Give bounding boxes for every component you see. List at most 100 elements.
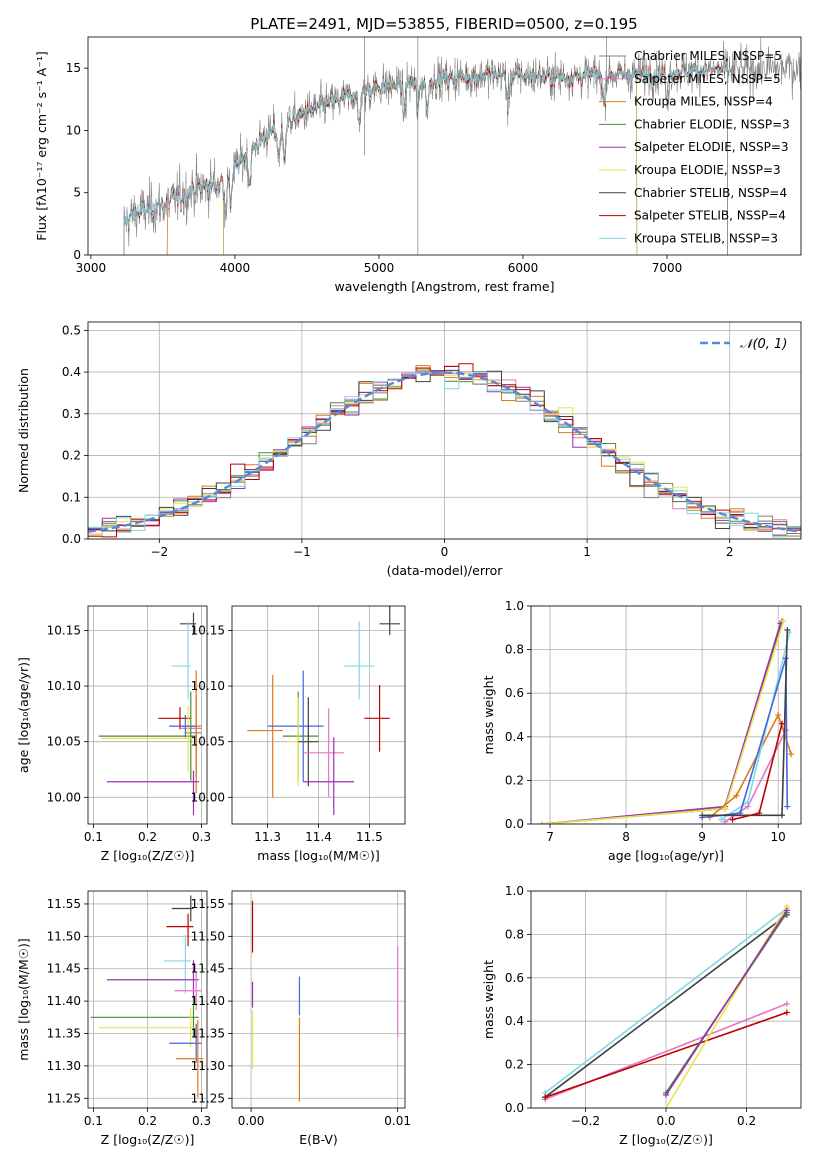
x-tick-label: 0.2 [138,830,157,844]
x-axis-label: (data-model)/error [387,563,504,578]
x-tick-label: 11.5 [356,830,383,844]
y-tick-label: 10.10 [191,679,225,693]
y-tick-label: 0.5 [62,323,81,337]
x-axis-label: Z [log₁₀(Z/Z☉)] [619,1132,713,1147]
y-axis-label: mass weight [481,960,496,1039]
mw-line-salpeter-stelib [732,723,783,821]
y-tick-label: 10.15 [47,623,81,637]
y-tick-label: 11.30 [47,1059,81,1073]
plot-area [542,903,790,1108]
x-tick-label: 11.4 [305,830,332,844]
y-tick-label: 11.25 [191,1091,225,1105]
legend-label: Salpeter ELODIE, NSSP=3 [634,140,789,154]
x-tick-label: 0.1 [84,1114,103,1128]
y-tick-label: 0 [73,248,81,262]
axes-frame [87,36,802,256]
y-tick-label: 11.30 [191,1059,225,1073]
mw-line-kroupa-stelib [544,907,788,1094]
y-tick-label: 10.15 [191,623,225,637]
axes-mass_weight_vs_Z: −0.2 0.0 0.2 0.0 0.2 0.4 0.6 0.8 1.0 Z [log₁₀(Z/Z… [481,884,802,1147]
x-tick-label: 1 [583,545,591,559]
x-tick-label: 0.2 [138,1114,157,1128]
y-tick-label: 0.4 [505,730,524,744]
plot-area [247,606,400,816]
x-tick-label: 7000 [652,261,683,275]
legend-label: Salpeter STELIB, NSSP=4 [634,209,786,223]
y-tick-label: 11.35 [191,1027,225,1041]
y-tick-label: 11.35 [47,1027,81,1041]
y-axis-label: Flux [fλ10⁻¹⁷ erg cm⁻² s⁻¹ A⁻¹] [34,51,49,240]
x-tick-label: 0.00 [238,1114,265,1128]
legend-label: Chabrier MILES, NSSP=5 [634,49,782,63]
plot-area [98,612,202,816]
mw-line-kroupa-elodie [542,621,785,824]
y-tick-label: 0.8 [505,643,524,657]
y-axis-label: age [log₁₀(age/yr)] [16,657,31,773]
x-tick-label: 4000 [220,261,251,275]
y-tick-label: 10 [66,123,81,137]
y-tick-label: 1.0 [505,599,524,613]
axes-frame [231,890,406,1109]
axes-age_vs_mass: 11.3 11.4 11.5 10.00 10.05 10.10 10.15 mass [lo… [191,605,406,863]
y-tick-label: 11.40 [191,994,225,1008]
mw-line-salpeter-elodie [665,910,788,1096]
y-tick-label: 11.45 [47,962,81,976]
legend-label: Chabrier ELODIE, NSSP=3 [634,117,790,131]
x-axis-label: mass [log₁₀(M/M☉)] [257,848,379,863]
x-tick-label: 2 [726,545,734,559]
y-tick-label: 11.50 [191,929,225,943]
y-tick-label: 1.0 [505,884,524,898]
y-tick-label: 5 [73,186,81,200]
x-tick-label: 10 [771,830,786,844]
x-axis-label: age [log₁₀(age/yr)] [608,848,724,863]
x-tick-label: 0.1 [84,830,103,844]
y-tick-label: 11.55 [191,897,225,911]
y-tick-label: 0.0 [62,532,81,546]
spectrum-legend: Chabrier MILES, NSSP=5 Salpeter MILES, NS… [599,49,790,245]
y-tick-label: 10.05 [191,735,225,749]
x-axis-label: E(B-V) [299,1132,338,1147]
plot-area [88,363,801,539]
x-tick-label: 0 [441,545,449,559]
x-tick-label: 3000 [76,261,107,275]
y-tick-label: 0.4 [505,1014,524,1028]
y-tick-label: 0.6 [505,971,524,985]
axes-frame [87,890,208,1109]
y-tick-label: 0.0 [505,817,524,831]
axes-spectrum: 3000 4000 5000 6000 7000 0 5 10 15 wavelength [An… [34,36,802,294]
x-tick-label: 0.0 [656,1114,675,1128]
x-tick-label: 0.2 [737,1114,756,1128]
y-tick-label: 10.00 [191,790,225,804]
y-tick-label: 0.2 [62,449,81,463]
axes-age_vs_Z: 0.1 0.2 0.3 10.00 10.05 10.10 10.15 Z [log₁₀(Z/… [16,605,211,863]
spectrum-line-kroupa-stelib [123,58,728,255]
axes-mass_vs_ebv: 0.00 0.01 11.25 11.30 11.35 11.40 11.45 11.50 11… [191,890,411,1147]
y-tick-label: 0.3 [62,407,81,421]
plot-area [539,618,795,824]
legend-label: Kroupa ELODIE, NSSP=3 [634,163,781,177]
y-tick-label: 11.25 [47,1091,81,1105]
plot-area [251,900,399,1102]
x-tick-label: 9 [698,830,706,844]
axes-residuals: −2 −1 0 1 2 0.0 0.1 0.2 0.3 0.4 0.5 (data-model)/er… [16,321,802,578]
x-axis-label: wavelength [Angstrom, rest frame] [334,279,554,294]
x-axis-label: Z [log₁₀(Z/Z☉)] [101,1132,195,1147]
legend-label: 𝒩(0, 1) [740,337,787,352]
x-tick-label: 5000 [364,261,395,275]
axes-frame [530,605,802,825]
y-tick-label: 10.00 [47,790,81,804]
legend-label: Salpeter MILES, NSSP=5 [634,72,781,86]
x-tick-label: 11.3 [254,830,281,844]
y-tick-label: 11.50 [47,929,81,943]
x-tick-label: −1 [293,545,311,559]
legend-label: Kroupa MILES, NSSP=4 [634,95,773,109]
y-tick-label: 0.6 [505,686,524,700]
y-tick-label: 0.8 [505,927,524,941]
axes-frame [231,605,406,825]
x-tick-label: −2 [150,545,168,559]
y-axis-label: mass [log₁₀(M/M☉)] [16,938,31,1060]
x-tick-label: 0.01 [384,1114,411,1128]
y-tick-label: 0.2 [505,773,524,787]
